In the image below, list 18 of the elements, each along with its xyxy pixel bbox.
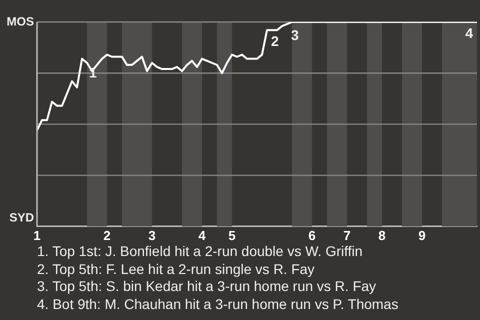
- x-tick-label: 9: [418, 228, 426, 243]
- x-tick-label: 2: [103, 228, 111, 243]
- text: 3. Top 5th: S. bin Kedar hit a 3-run home run vs R. Fay: [37, 278, 378, 296]
- annotation: 4: [465, 24, 474, 41]
- x-tick-label: 8: [378, 228, 386, 243]
- text: MOS: [6, 14, 34, 28]
- annotation: 2: [271, 33, 279, 50]
- x-tick-label: 6: [308, 228, 316, 243]
- text: 4. Bot 9th: M. Chauhan hit a 3-run home run vs P. Thomas: [37, 296, 398, 313]
- x-tick-label: 1: [33, 228, 41, 243]
- text: 1. Top 1st: J. Bonfield hit a 2-run double vs W. Griffin: [37, 243, 364, 260]
- annotation: 3: [291, 26, 299, 43]
- x-tick-label: 7: [343, 228, 351, 243]
- x-tick-label: 4: [198, 228, 206, 243]
- x-tick-label: 5: [228, 228, 236, 243]
- text: SYD: [9, 210, 34, 225]
- x-tick-label: 3: [148, 228, 156, 243]
- text: 2. Top 5th: F. Lee hit a 2-run single vs R. Fay: [37, 260, 316, 278]
